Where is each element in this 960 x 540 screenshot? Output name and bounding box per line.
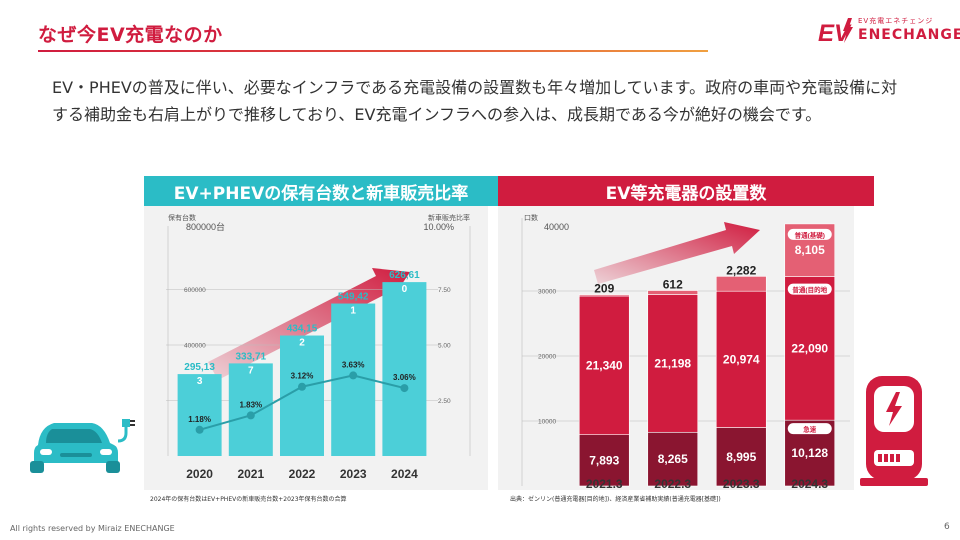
charger-install-chart-svg: 10000 20000 30000 口数 40000 7,893 21,340 209 2021… xyxy=(521,213,850,490)
y2-tick-label: 7.50 xyxy=(438,287,451,294)
y-tick-label: 10000 xyxy=(538,419,556,426)
bar-segment-label: 21,198 xyxy=(654,356,691,370)
bar-segment-label: 7,893 xyxy=(589,453,619,467)
bar-segment-2 xyxy=(647,290,699,295)
y2-axis-label: 新車販売比率 xyxy=(428,213,470,222)
bar-segment-label: 209 xyxy=(594,282,614,296)
lead-paragraph: EV・PHEVの普及に伴い、必要なインフラである充電設備の設置数も年々増加してい… xyxy=(52,78,898,124)
ev-ownership-chart: 2000004000006000002.505.007.50保有台数800000… xyxy=(144,206,488,490)
sales-ratio-label: 3.12% xyxy=(291,372,314,381)
sales-ratio-point xyxy=(195,425,204,434)
bar-value-label-cont: 7 xyxy=(248,365,254,376)
y2-tick-label: 2.50 xyxy=(438,398,451,405)
bar-ownership xyxy=(228,363,273,456)
bar-segment-label: 8,995 xyxy=(726,450,756,464)
y-top-label: 800000台 xyxy=(186,221,225,232)
series-badge-label: 急速 xyxy=(803,425,817,434)
bar-ownership xyxy=(177,374,222,456)
title-divider xyxy=(38,50,708,52)
ev-ownership-chart-svg: 2000004000006000002.505.007.50保有台数800000… xyxy=(166,213,471,481)
sales-ratio-label: 3.06% xyxy=(393,373,416,382)
sales-ratio-label: 1.83% xyxy=(239,400,262,409)
bar-value-label-cont: 2 xyxy=(299,338,305,349)
x-tick-label: 2021 xyxy=(237,467,264,481)
bar-segment-label: 22,090 xyxy=(791,341,828,355)
bar-value-label: 434,15 xyxy=(287,324,318,335)
logo-tagline: EV充電エネチェンジ xyxy=(858,17,934,25)
bar-segment-label: 8,105 xyxy=(795,243,825,257)
bar-segment-1 xyxy=(578,295,630,435)
bar-value-label: 549,42 xyxy=(338,292,369,303)
bar-ownership xyxy=(382,282,427,456)
y-tick-label: 20000 xyxy=(538,354,556,361)
growth-arrow-icon xyxy=(594,222,760,284)
series-badge-label: 普通(目的地 xyxy=(792,285,827,294)
ev-charger-icon xyxy=(860,376,930,486)
x-tick-label: 2023 xyxy=(340,467,367,481)
enechange-logo: EV EV充電エネチェンジ ENECHANGE xyxy=(818,14,960,48)
bar-segment-label: 20,974 xyxy=(723,352,760,366)
logo-mark-icon: EV xyxy=(818,18,853,47)
x-tick-label: 2021.3 xyxy=(586,477,623,490)
bar-value-label: 295,13 xyxy=(184,362,215,373)
y-tick-label: 400000 xyxy=(184,343,206,350)
x-tick-label: 2023.3 xyxy=(723,477,760,490)
y2-top-label: 10.00% xyxy=(423,222,454,232)
left-chart-title: EV+PHEVの保有台数と新車販売比率 xyxy=(144,176,498,206)
x-tick-label: 2020 xyxy=(186,467,213,481)
sales-ratio-point xyxy=(246,411,255,420)
page-number: 6 xyxy=(944,522,950,532)
series-badge xyxy=(787,283,832,295)
growth-arrow-icon xyxy=(208,268,410,380)
bar-value-label-cont: 3 xyxy=(197,376,203,387)
bar-segment-0 xyxy=(578,434,630,487)
series-badge xyxy=(787,228,832,240)
left-footnote: 2024年の保有台数はEV+PHEVの新車販売台数+2023年保有台数の合算 xyxy=(150,496,347,503)
sales-ratio-label: 3.63% xyxy=(342,360,365,369)
bar-value-label: 333,71 xyxy=(236,351,267,362)
copyright: All rights reserved by Miraiz ENECHANGE xyxy=(10,524,175,533)
logo-name: ENECHANGE xyxy=(858,27,960,43)
bar-value-label: 626,61 xyxy=(389,270,420,281)
x-tick-label: 2022.3 xyxy=(654,477,691,490)
page-title: なぜ今EV充電なのか xyxy=(38,24,223,46)
right-footnote: 出典：ゼンリン(普通充電器[目的地])、経済産業省補助実績(普通充電器[基礎]) xyxy=(510,496,721,503)
y-tick-label: 600000 xyxy=(184,287,206,294)
right-chart-title: EV等充電器の設置数 xyxy=(498,176,874,206)
y-axis-label: 保有台数 xyxy=(168,213,196,222)
bar-segment-label: 21,340 xyxy=(586,358,623,372)
x-tick-label: 2022 xyxy=(289,467,316,481)
series-badge xyxy=(787,423,832,435)
bar-segment-label: 10,128 xyxy=(791,446,828,460)
bar-segment-2 xyxy=(715,276,767,292)
bar-value-label-cont: 0 xyxy=(402,284,408,295)
bar-segment-0 xyxy=(715,427,767,487)
y-top-label: 40000 xyxy=(544,222,569,232)
x-tick-label: 2024 xyxy=(391,467,418,481)
y-axis-label: 口数 xyxy=(524,213,538,222)
sales-ratio-point xyxy=(298,382,306,391)
bar-value-label-cont: 1 xyxy=(350,306,356,317)
ev-car-icon xyxy=(30,405,140,475)
bar-segment-label: 2,282 xyxy=(726,263,756,277)
bar-segment-label: 612 xyxy=(663,278,683,292)
bar-segment-label: 8,265 xyxy=(658,452,688,466)
bar-segment-1 xyxy=(784,276,836,421)
charger-install-chart: 10000 20000 30000 口数 40000 7,893 21,340 209 2021… xyxy=(498,206,854,490)
series-badge-label: 普通(基礎) xyxy=(795,230,825,239)
sales-ratio-point xyxy=(349,371,358,380)
bar-segment-2 xyxy=(578,294,630,297)
y2-tick-label: 5.00 xyxy=(438,343,451,350)
sales-ratio-label: 1.18% xyxy=(188,415,211,424)
x-tick-label: 2024.3 xyxy=(791,477,828,490)
bar-segment-1 xyxy=(647,294,699,433)
sales-ratio-point xyxy=(400,384,409,393)
bar-segment-1 xyxy=(715,290,767,428)
y-tick-label: 30000 xyxy=(538,289,556,296)
